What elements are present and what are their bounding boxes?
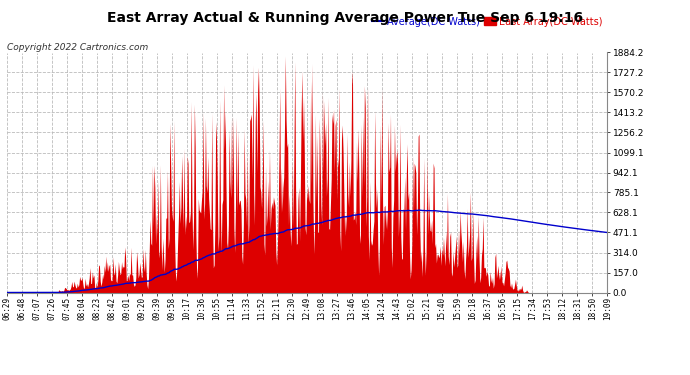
Text: Copyright 2022 Cartronics.com: Copyright 2022 Cartronics.com [7, 43, 148, 52]
Legend: Average(DC Watts), East Array(DC Watts): Average(DC Watts), East Array(DC Watts) [372, 16, 602, 27]
Text: East Array Actual & Running Average Power Tue Sep 6 19:16: East Array Actual & Running Average Powe… [107, 11, 583, 25]
